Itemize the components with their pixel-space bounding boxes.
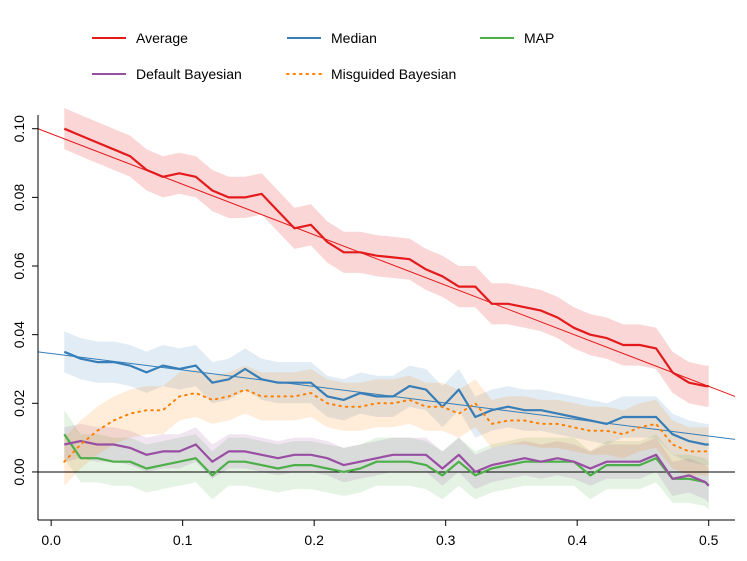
legend-label: Default Bayesian (136, 66, 242, 82)
legend-label: MAP (524, 30, 554, 46)
legend-item-default-bayesian: Default Bayesian (92, 66, 242, 82)
y-tick-label: 0.02 (11, 389, 27, 416)
legend-label: Misguided Bayesian (331, 66, 456, 82)
legend-label: Median (331, 30, 377, 46)
map-line (63, 433, 710, 487)
legend-item-misguided-bayesian: Misguided Bayesian (286, 66, 456, 82)
confidence-bands (64, 108, 709, 510)
y-tick-label: 0.04 (11, 321, 27, 348)
default-bayesian-band (64, 423, 709, 503)
x-tick-label: 0.3 (436, 532, 456, 548)
axes: 0.0 0.1 0.2 0.3 0.4 0.5 0.00 0.02 0.04 0.06 0.08 0.… (11, 115, 735, 548)
legend-item-median: Median (287, 30, 377, 46)
median-line (63, 350, 709, 446)
legend: Average Median MAP Default Bayesian Misguide… (92, 30, 554, 82)
x-tick-label: 0.2 (304, 532, 324, 548)
y-tick-label: 0.00 (11, 458, 27, 485)
misguided-bayesian-line (63, 388, 710, 463)
default-bayesian-line (64, 440, 710, 487)
map-band (64, 410, 709, 510)
x-tick-label: 0.0 (41, 532, 61, 548)
average-line (63, 127, 709, 388)
legend-item-average: Average (92, 30, 188, 46)
series-lines (63, 127, 710, 487)
x-tick-label: 0.4 (567, 532, 587, 548)
x-tick-label: 0.5 (699, 532, 719, 548)
legend-label: Average (136, 30, 188, 46)
y-tick-label: 0.06 (11, 252, 27, 279)
y-tick-label: 0.08 (11, 184, 27, 211)
median-band (64, 331, 709, 466)
legend-item-map: MAP (480, 30, 554, 46)
y-tick-label: 0.10 (11, 115, 27, 142)
misguided-bayesian-band (64, 365, 709, 486)
x-tick-label: 0.1 (173, 532, 193, 548)
